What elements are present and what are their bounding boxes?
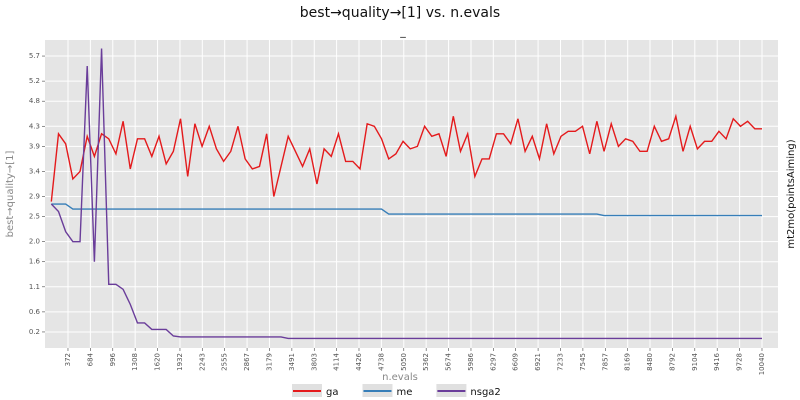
y-tick-label: 0.6 — [29, 308, 41, 316]
y-tick-label: 1.6 — [29, 258, 41, 266]
x-tick-label: 3803 — [310, 353, 318, 371]
x-tick-label: 2555 — [221, 353, 229, 371]
grid: 0.2 0.6 1.1 1.6 2.0 2.5 2.9 3.4 3.9 4.3 4.8 5.2 5.7 3… — [29, 40, 778, 375]
legend-label: nsga2 — [470, 387, 500, 398]
x-tick-label: 7233 — [556, 353, 564, 371]
x-tick-label: 6297 — [489, 353, 497, 371]
x-tick-label: 1308 — [131, 353, 139, 371]
y-tick-label: 1.1 — [29, 283, 40, 291]
x-tick-label: 5362 — [422, 353, 430, 371]
y-tick-label: 3.4 — [29, 167, 41, 175]
chart-title: best→quality→[1] vs. n.evals — [300, 5, 500, 21]
series-line — [51, 203, 762, 217]
x-tick-label: 9416 — [713, 352, 721, 370]
x-axis-label: n.evals — [382, 372, 418, 383]
chart-subtitle: _ — [399, 25, 406, 38]
y-tick-label: 0.2 — [29, 328, 40, 336]
x-tick-label: 6609 — [512, 353, 520, 371]
y-tick-label: 4.8 — [29, 97, 40, 105]
y-tick-label: 2.5 — [29, 213, 40, 221]
x-tick-label: 9728 — [736, 353, 744, 371]
x-tick-label: 7857 — [601, 353, 609, 371]
legend-label: me — [396, 387, 412, 398]
y-tick-label: 4.3 — [29, 122, 40, 130]
x-tick-label: 2243 — [198, 353, 206, 371]
facet-label: mt2mo(pointsAiming) — [786, 139, 797, 248]
x-tick-label: 9104 — [691, 352, 699, 370]
y-tick-label: 5.2 — [29, 77, 40, 85]
x-tick-label: 996 — [109, 352, 117, 366]
series-line — [50, 113, 762, 202]
lines — [50, 48, 762, 340]
x-tick-label: 372 — [64, 353, 72, 366]
x-tick-label: 5674 — [445, 352, 453, 370]
y-tick-label: 2.0 — [29, 238, 40, 246]
x-tick-label: 6921 — [534, 353, 542, 371]
x-tick-label: 3491 — [288, 353, 296, 371]
x-tick-label: 2867 — [243, 353, 251, 371]
x-tick-label: 8792 — [668, 353, 676, 371]
x-tick-label: 5986 — [467, 352, 475, 370]
y-tick-label: 3.9 — [29, 142, 40, 150]
x-tick-label: 8169 — [624, 353, 632, 371]
legend: ga me nsga2 — [292, 384, 501, 398]
x-tick-label: 8480 — [646, 353, 654, 371]
y-tick-label: 5.7 — [29, 52, 40, 60]
y-tick-label: 2.9 — [29, 193, 40, 201]
x-tick-label: 3179 — [265, 353, 273, 371]
x-tick-label: 684 — [86, 352, 94, 366]
x-tick-label: 1932 — [176, 353, 184, 371]
x-tick-label: 4426 — [355, 352, 363, 370]
x-tick-label: 4738 — [377, 353, 385, 371]
x-tick-label: 10040 — [758, 353, 766, 375]
x-tick-label: 7545 — [579, 353, 587, 371]
x-tick-label: 4114 — [333, 352, 341, 370]
x-tick-label: 5050 — [400, 353, 408, 371]
y-axis-label: best→quality→[1] — [5, 151, 16, 238]
legend-label: ga — [326, 387, 338, 398]
plot-panel — [45, 40, 778, 348]
series-line — [50, 48, 762, 340]
x-tick-label: 1620 — [154, 353, 162, 371]
